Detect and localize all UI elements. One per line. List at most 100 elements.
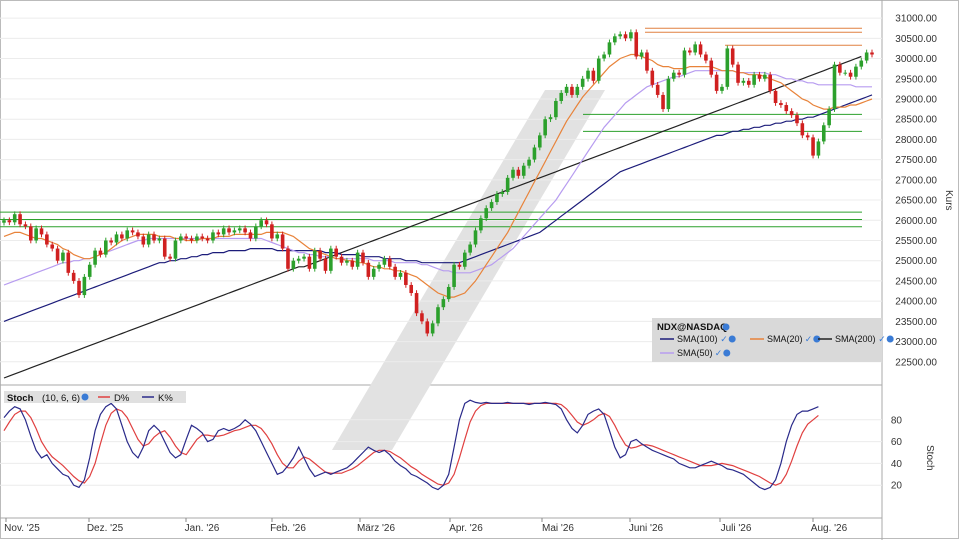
candle-body [516, 169, 521, 176]
candle-body [543, 119, 547, 136]
legend-check-icon[interactable]: ✓ [805, 334, 813, 344]
legend-check-icon[interactable]: ✓ [720, 334, 728, 344]
candle-body [280, 234, 285, 249]
legend-item-label: SMA(100) [677, 334, 718, 344]
candle-body [125, 230, 130, 239]
candle-body [254, 226, 258, 239]
candle-body [511, 169, 515, 178]
candle-body [34, 228, 38, 241]
legend: NDX@NASDAQ SMA(100) ✓ SMA(20) ✓ SMA(200) ✓SMA… [652, 318, 894, 362]
candle-body [98, 250, 103, 255]
candle-body [425, 321, 430, 334]
candle-body [270, 224, 274, 239]
price-tick-label: 28500.00 [895, 115, 937, 126]
candle-body [634, 32, 639, 57]
candle-body [457, 264, 462, 267]
price-tick-label: 30000.00 [895, 54, 937, 65]
candle-body [538, 135, 542, 148]
candle-body [805, 135, 810, 138]
x-tick-label: Mai '26 [542, 523, 574, 534]
candle-body [2, 220, 6, 223]
candle-body [462, 252, 467, 267]
candle-body [232, 230, 237, 233]
candle-body [741, 80, 746, 83]
price-tick-label: 29000.00 [895, 94, 937, 105]
x-tick-label: März '26 [357, 523, 395, 534]
legend-check-icon[interactable]: ✓ [715, 348, 723, 358]
legend-settings-icon[interactable] [728, 335, 736, 343]
candle-body [752, 74, 756, 85]
candle-body [505, 177, 510, 192]
legend-settings-icon[interactable] [813, 335, 821, 343]
stoch-tick-label: 40 [891, 459, 903, 470]
x-tick-label: Dez. '25 [87, 523, 124, 534]
candle-body [655, 84, 660, 95]
candle-body [18, 214, 22, 225]
candle-body [259, 220, 263, 227]
candle-body [532, 147, 537, 160]
candle-body [184, 236, 188, 239]
candle-body [564, 86, 569, 93]
x-tick-label: Feb. '26 [270, 523, 306, 534]
candle-body [559, 92, 564, 101]
candle-body [554, 100, 558, 118]
candle-body [162, 238, 167, 257]
candle-body [527, 159, 531, 166]
candle-body [339, 256, 344, 263]
price-tick-label: 23000.00 [895, 337, 937, 348]
candle-body [404, 272, 408, 285]
stoch-d-line [3, 402, 819, 486]
candle-body [854, 66, 858, 77]
candle-body [248, 232, 253, 239]
candle-body [570, 86, 574, 95]
candle-body [623, 34, 628, 39]
candle-body [441, 299, 446, 308]
candle-body [146, 234, 151, 245]
candle-body [821, 125, 826, 142]
candle-body [371, 268, 376, 277]
candle-body [227, 228, 231, 233]
candle-body [61, 252, 65, 261]
candle-body [811, 137, 815, 156]
candle-body [323, 258, 328, 271]
candle-body [746, 80, 751, 85]
legend-info-icon[interactable] [722, 323, 730, 331]
candle-body [130, 230, 135, 233]
candle-body [725, 48, 730, 87]
candle-body [361, 252, 365, 263]
candle-body [773, 90, 778, 104]
candle-body [688, 50, 692, 53]
candle-body [302, 256, 306, 259]
candle-body [864, 52, 869, 61]
legend-settings-icon[interactable] [886, 335, 894, 343]
candle-body [596, 58, 601, 81]
candle-body [104, 240, 108, 255]
candle-body [195, 236, 199, 241]
stoch-info-icon[interactable] [81, 393, 89, 401]
price-tick-label: 26000.00 [895, 216, 937, 227]
candle-body [93, 250, 97, 265]
candle-body [382, 258, 387, 265]
candle-body [521, 165, 526, 176]
candle-body [693, 44, 697, 53]
sma100-line [3, 94, 873, 322]
candle-body [82, 276, 87, 296]
legend-item-label: SMA(50) [677, 348, 713, 358]
legend-settings-icon[interactable] [723, 349, 731, 357]
candle-body [291, 260, 296, 269]
candle-body [200, 236, 205, 239]
legend-check-icon[interactable]: ✓ [878, 334, 886, 344]
x-tick-label: Juli '26 [721, 523, 752, 534]
x-tick-label: Aug. '26 [811, 523, 848, 534]
candle-body [216, 232, 221, 235]
candle-body [243, 228, 247, 233]
price-tick-label: 31000.00 [895, 14, 937, 25]
candle-body [591, 70, 596, 81]
candle-body [152, 234, 156, 241]
stoch-tick-label: 60 [891, 437, 903, 448]
candle-body [698, 44, 703, 55]
candle-body [848, 72, 853, 77]
candle-body [720, 86, 724, 91]
candle-body [264, 220, 269, 225]
candle-body [639, 52, 644, 57]
